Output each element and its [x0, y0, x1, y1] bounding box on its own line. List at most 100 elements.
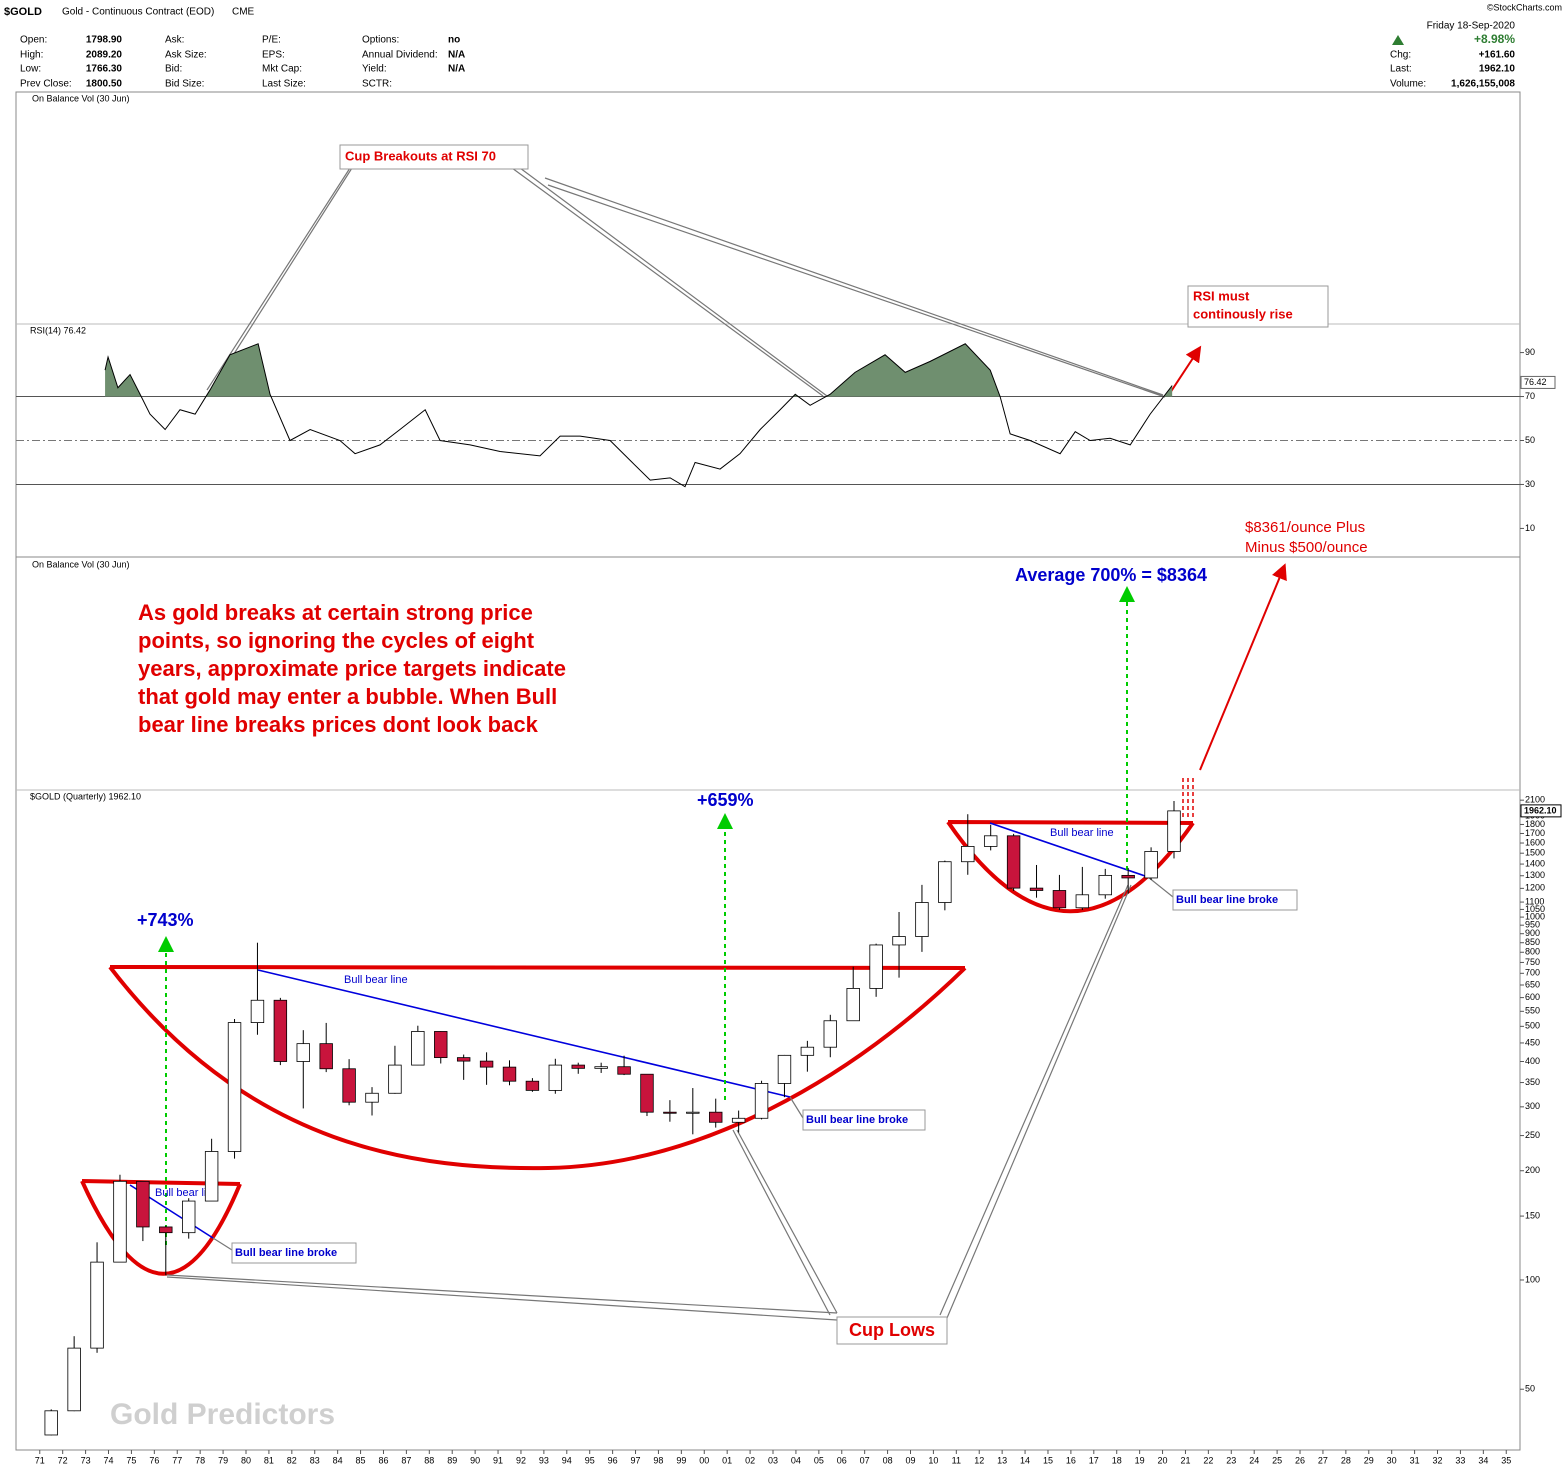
candle-body [1167, 810, 1181, 852]
quote-label: Prev Close: [20, 79, 72, 90]
x-tick-label: 95 [585, 1455, 595, 1465]
y-tick-label: 30 [1525, 479, 1535, 489]
cup [108, 965, 967, 1171]
candle-body [204, 1151, 219, 1202]
panel-label: On Balance Vol (30 Jun) [32, 559, 130, 569]
y-tick-label: 1200 [1525, 883, 1545, 893]
y-tick-label: 800 [1525, 947, 1540, 957]
candle-body [709, 1111, 723, 1123]
candle-body [1075, 894, 1090, 909]
candle-body [961, 846, 975, 863]
y-tick-label: 1300 [1525, 870, 1545, 880]
x-tick-label: 92 [516, 1455, 526, 1465]
candle-body [90, 1261, 104, 1349]
candle-body [1144, 851, 1158, 879]
candle-body [640, 1073, 654, 1113]
x-tick-label: 96 [608, 1455, 618, 1465]
candle-body [113, 1180, 127, 1263]
x-tick-label: 83 [310, 1455, 320, 1465]
quote-label: Volume: [1390, 79, 1426, 90]
candle-body [182, 1200, 196, 1234]
x-tick-label: 93 [539, 1455, 549, 1465]
candle-body [296, 1043, 310, 1062]
annotation: Bull bear line broke [1176, 894, 1278, 906]
x-tick-label: 13 [997, 1455, 1007, 1465]
candle-body [686, 1111, 700, 1114]
x-tick-label: 11 [952, 1455, 961, 1465]
quote-label: SCTR: [362, 79, 392, 90]
x-tick-label: 88 [424, 1455, 434, 1465]
annotation: $8361/ounce Plus [1245, 519, 1365, 536]
gain-label: +743% [137, 910, 194, 930]
candle-body [915, 902, 929, 937]
x-tick-label: 74 [104, 1455, 114, 1465]
candle-body [731, 1117, 746, 1123]
callout-line [166, 1274, 838, 1321]
quote-label: Ask: [165, 35, 184, 46]
quote-value: N/A [448, 64, 465, 75]
commentary: that gold may enter a bubble. When Bull [138, 684, 557, 709]
candle-body [754, 1083, 769, 1119]
candle-body [434, 1031, 448, 1059]
value-tag [1520, 804, 1562, 818]
candle-body [594, 1066, 608, 1069]
y-tick-label: 50 [1525, 1384, 1535, 1394]
quote-value: no [448, 35, 460, 46]
y-tick-label: 90 [1525, 347, 1535, 357]
x-tick-label: 84 [333, 1455, 343, 1465]
x-tick-label: 12 [974, 1455, 984, 1465]
y-tick-label: 1800 [1525, 819, 1545, 829]
x-tick-label: 81 [264, 1455, 274, 1465]
panel-label: $GOLD (Quarterly) 1962.10 [30, 791, 141, 801]
y-tick-label: 600 [1525, 992, 1540, 1002]
annotation: Minus $500/ounce [1245, 539, 1368, 556]
annotation: continously rise [1193, 306, 1293, 321]
y-tick-label: 400 [1525, 1056, 1540, 1066]
callout-box [802, 1109, 926, 1131]
quote-label: Open: [20, 35, 47, 46]
callout-line [544, 177, 1166, 398]
quote-label: Bid: [165, 64, 182, 75]
quote-label: EPS: [262, 50, 285, 61]
description: Gold - Continuous Contract (EOD) [62, 7, 214, 18]
x-tick-label: 05 [814, 1455, 824, 1465]
candle-body [273, 999, 288, 1062]
annotation: Cup Lows [849, 1320, 935, 1340]
x-tick-label: 20 [1158, 1455, 1168, 1465]
x-tick-label: 82 [287, 1455, 297, 1465]
change-pct: +8.98% [1474, 32, 1515, 46]
x-tick-label: 17 [1089, 1455, 1099, 1465]
candle-body [892, 936, 906, 946]
x-tick-label: 99 [676, 1455, 686, 1465]
x-tick-label: 72 [58, 1455, 68, 1465]
callout-line [511, 167, 828, 397]
date: Friday 18-Sep-2020 [1427, 21, 1516, 32]
y-tick-label: 300 [1525, 1101, 1540, 1111]
x-tick-label: 29 [1364, 1455, 1374, 1465]
y-tick-label: 50 [1525, 435, 1535, 445]
x-tick-label: 03 [768, 1455, 778, 1465]
candle-body [617, 1066, 631, 1075]
quote-label: P/E: [262, 35, 281, 46]
rsi-fill [105, 343, 1173, 397]
annotation: Average 700% = $8364 [1015, 565, 1207, 585]
x-tick-label: 78 [195, 1455, 205, 1465]
y-tick-label: 70 [1525, 391, 1535, 401]
x-tick-label: 16 [1066, 1455, 1076, 1465]
symbol: $GOLD [4, 6, 42, 18]
annotation: Bull bear line [1050, 827, 1114, 839]
candle-body [250, 999, 265, 1023]
x-tick-label: 08 [883, 1455, 893, 1465]
y-tick-label: 1700 [1525, 828, 1545, 838]
candle-body [227, 1022, 242, 1152]
y-tick-label: 200 [1525, 1165, 1540, 1175]
x-tick-label: 91 [493, 1455, 503, 1465]
y-tick-label: 1500 [1525, 848, 1545, 858]
callout-line [212, 876, 1174, 1251]
candle-body [365, 1092, 379, 1103]
quote-label: Low: [20, 64, 41, 75]
y-tick-label: 1600 [1525, 837, 1545, 847]
callout-box [339, 144, 529, 170]
candle-body [388, 1064, 402, 1094]
candle-body [1052, 890, 1067, 909]
